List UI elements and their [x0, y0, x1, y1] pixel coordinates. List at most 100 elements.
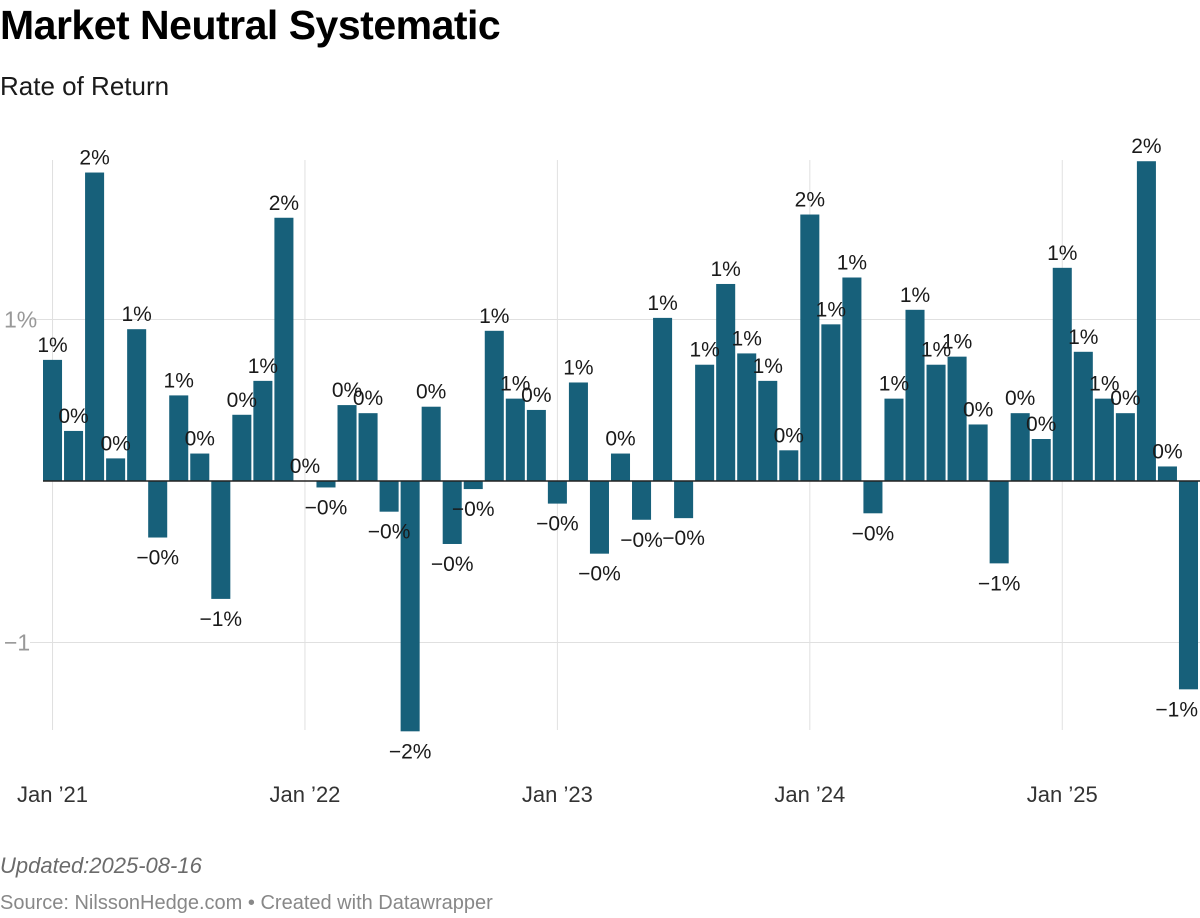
bar-2022-03 [337, 405, 357, 481]
bar-2021-06 [148, 481, 168, 538]
bar-2024-08 [947, 356, 967, 481]
data-label-2022-11: 1% [500, 373, 530, 396]
data-label-2024-03: 1% [837, 252, 867, 275]
data-label-2021-01: 1% [37, 334, 67, 357]
data-label-2023-10: 1% [732, 327, 762, 350]
bar-2021-09 [211, 481, 231, 599]
data-label-2022-05: −0% [368, 521, 411, 544]
updated-note: Updated:2025-08-16 [0, 853, 202, 878]
source-text: Source: NilssonHedge.com [0, 892, 243, 914]
data-label-2024-12: 0% [1026, 413, 1056, 436]
data-label-2022-07: 0% [416, 381, 446, 404]
data-label-2021-12: 2% [269, 192, 299, 215]
data-label-2021-09: −1% [199, 608, 242, 631]
data-label-2023-11: 1% [753, 355, 783, 378]
bar-2023-09 [716, 283, 736, 481]
data-label-2023-06: 1% [647, 292, 677, 315]
data-label-2022-09: −0% [452, 498, 495, 521]
data-label-2021-06: −0% [136, 547, 179, 570]
x-tick-label: Jan ’22 [269, 782, 340, 807]
bar-2022-10 [484, 330, 504, 481]
data-label-2023-12: 0% [774, 424, 804, 447]
bar-2024-12 [1031, 439, 1051, 481]
data-label-2024-01: 2% [795, 189, 825, 212]
data-label-2022-04: 0% [353, 387, 383, 410]
data-label-2021-08: 0% [185, 428, 215, 451]
data-label-2025-02: 1% [1068, 326, 1098, 349]
y-tick-label: 1% [4, 307, 37, 333]
bar-2024-03 [842, 277, 862, 481]
data-label-2023-08: 1% [689, 339, 719, 362]
bar-2023-05 [632, 481, 652, 520]
x-tick-label: Jan ’24 [774, 782, 845, 807]
data-label-2022-08: −0% [431, 553, 474, 576]
data-label-2025-03: 1% [1089, 373, 1119, 396]
data-label-2021-03: 2% [79, 147, 109, 170]
bar-2022-07 [421, 406, 441, 481]
bar-2023-12 [779, 450, 799, 481]
bar-2025-02 [1073, 351, 1093, 481]
bar-2022-04 [358, 413, 378, 481]
bar-2021-10 [232, 414, 252, 481]
data-label-2024-07: 1% [921, 339, 951, 362]
data-label-2022-03: 0% [332, 379, 362, 402]
data-label-2022-01: 0% [290, 455, 320, 478]
data-label-2023-03: −0% [578, 563, 621, 586]
bar-2021-01 [43, 359, 63, 481]
data-label-2023-07: −0% [662, 527, 705, 550]
source-note: Source: NilssonHedge.com • Created with … [0, 892, 493, 915]
bar-2024-04 [863, 481, 883, 514]
data-label-2024-10: −1% [978, 572, 1021, 595]
bar-2021-05 [127, 329, 147, 481]
data-label-2025-07: −1% [1155, 698, 1198, 721]
x-tick-label: Jan ’25 [1027, 782, 1098, 807]
data-label-2024-06: 1% [900, 284, 930, 307]
bar-2025-04 [1115, 413, 1135, 481]
bar-2023-11 [758, 380, 778, 481]
data-label-2022-12: 0% [521, 384, 551, 407]
bar-2023-02 [568, 382, 588, 481]
data-label-2021-07: 1% [164, 369, 194, 392]
bar-2023-08 [695, 364, 715, 481]
bar-2021-04 [106, 458, 126, 481]
bar-2024-05 [884, 398, 904, 481]
data-label-2024-09: 0% [963, 398, 993, 421]
data-label-2023-05: −0% [620, 529, 663, 552]
bar-2021-08 [190, 453, 210, 481]
bar-2022-09 [463, 481, 483, 490]
bar-2021-03 [85, 172, 105, 481]
bar-2023-06 [653, 317, 673, 481]
data-label-2024-05: 1% [879, 373, 909, 396]
y-tick-label: −1 [4, 630, 30, 656]
bar-2023-10 [737, 353, 757, 481]
bar-2023-03 [589, 481, 609, 554]
bar-2021-12 [274, 217, 294, 481]
x-tick-label: Jan ’21 [17, 782, 88, 807]
created-with-text: Created with Datawrapper [260, 892, 493, 914]
bar-2024-01 [800, 214, 820, 481]
bar-2025-03 [1094, 398, 1114, 481]
data-label-2023-09: 1% [711, 258, 741, 281]
bar-2022-11 [505, 398, 525, 481]
bar-2022-06 [400, 481, 420, 732]
bar-2024-02 [821, 324, 841, 481]
data-label-2024-02: 1% [816, 298, 846, 321]
bar-2022-02 [316, 481, 336, 488]
bar-2025-06 [1157, 466, 1177, 481]
bar-2021-11 [253, 380, 273, 481]
bar-2023-07 [674, 481, 694, 519]
data-label-2022-10: 1% [479, 305, 509, 328]
bar-2025-07 [1178, 481, 1198, 690]
bar-2022-12 [526, 409, 546, 481]
data-label-2023-04: 0% [605, 428, 635, 451]
data-label-2021-11: 1% [248, 355, 278, 378]
bar-2025-01 [1052, 267, 1072, 481]
data-label-2024-04: −0% [852, 522, 895, 545]
bar-2024-11 [1010, 413, 1030, 481]
data-label-2025-01: 1% [1047, 242, 1077, 265]
bar-2024-10 [989, 481, 1009, 564]
data-label-2024-08: 1% [942, 331, 972, 354]
bar-2024-07 [926, 364, 946, 481]
bar-2023-01 [547, 481, 567, 504]
